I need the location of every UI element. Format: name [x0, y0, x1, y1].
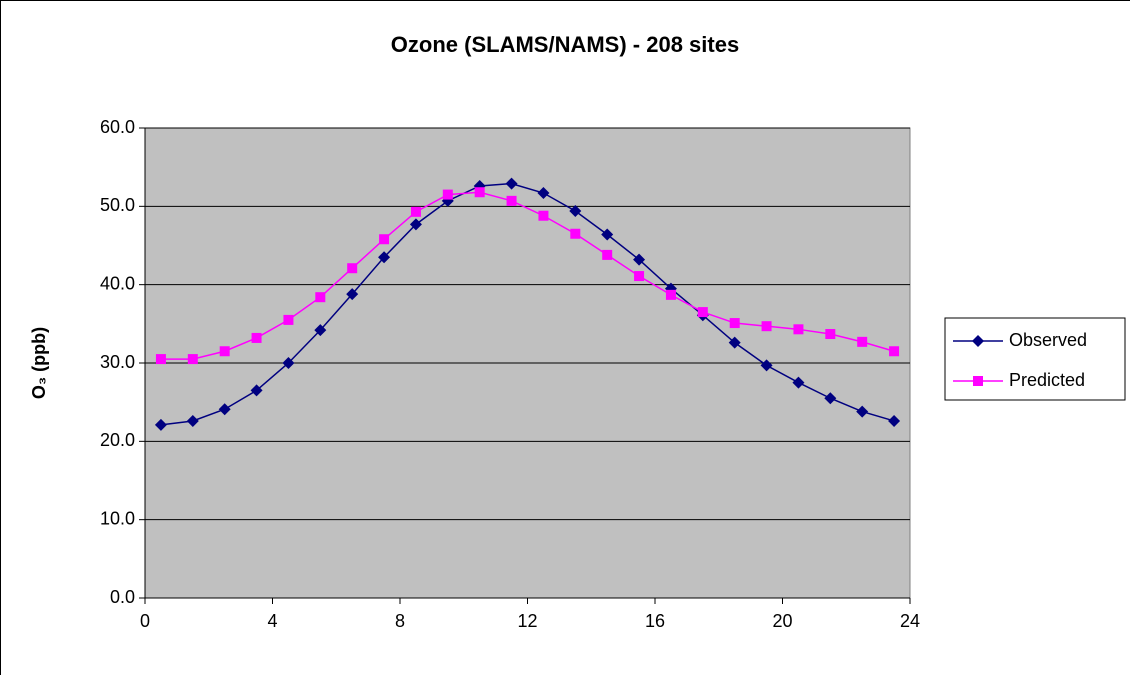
- data-point: [570, 228, 581, 239]
- data-point: [283, 314, 294, 325]
- data-point: [729, 318, 740, 329]
- x-tick-label: 24: [900, 611, 920, 631]
- data-point: [697, 307, 708, 318]
- data-point: [154, 418, 167, 431]
- data-point: [378, 251, 391, 264]
- data-point: [634, 271, 645, 282]
- data-point: [282, 357, 295, 369]
- legend-label: Observed: [1009, 330, 1087, 350]
- data-point: [506, 195, 517, 206]
- data-point: [537, 187, 550, 200]
- y-tick-label: 10.0: [100, 508, 135, 528]
- data-point: [728, 336, 741, 349]
- data-point: [251, 332, 262, 343]
- y-tick-label: 40.0: [100, 273, 135, 293]
- legend-box: [944, 317, 1126, 401]
- data-point: [633, 253, 646, 266]
- data-point: [824, 392, 837, 405]
- data-point: [569, 205, 582, 218]
- data-point: [601, 228, 614, 241]
- data-point: [219, 346, 230, 357]
- data-point: [760, 359, 773, 372]
- y-tick-label: 60.0: [100, 117, 135, 137]
- data-point: [602, 249, 613, 260]
- data-point: [410, 206, 421, 217]
- data-point: [347, 263, 358, 274]
- data-point: [761, 321, 772, 332]
- series-line: [160, 182, 895, 426]
- x-tick-label: 4: [267, 611, 277, 631]
- data-point: [793, 324, 804, 335]
- data-point: [888, 414, 901, 427]
- y-tick-label: 20.0: [100, 430, 135, 450]
- y-axis-label: O₃ (ppb): [29, 327, 49, 399]
- data-point: [856, 405, 869, 418]
- y-tick-label: 50.0: [100, 195, 135, 215]
- data-point: [155, 354, 166, 365]
- data-point: [665, 289, 676, 300]
- data-point: [218, 403, 231, 416]
- data-point: [315, 292, 326, 303]
- data-point: [314, 324, 327, 337]
- x-tick-label: 0: [140, 611, 150, 631]
- data-point: [825, 329, 836, 340]
- data-point: [379, 234, 390, 245]
- data-point: [474, 187, 485, 198]
- x-tick-label: 16: [645, 611, 665, 631]
- data-point: [187, 354, 198, 365]
- data-point: [857, 336, 868, 347]
- data-point: [792, 376, 805, 389]
- legend-marker: [973, 376, 983, 386]
- data-point: [889, 346, 900, 357]
- data-point: [409, 218, 422, 231]
- x-tick-label: 20: [772, 611, 792, 631]
- legend-label: Predicted: [1009, 370, 1085, 390]
- legend-marker: [972, 335, 984, 347]
- series-line: [160, 191, 895, 360]
- x-tick-label: 8: [395, 611, 405, 631]
- y-tick-label: 0.0: [110, 587, 135, 607]
- data-point: [538, 210, 549, 221]
- chart-title: Ozone (SLAMS/NAMS) - 208 sites: [391, 32, 739, 57]
- data-point: [505, 177, 518, 190]
- data-point: [442, 189, 453, 200]
- data-point: [250, 384, 263, 397]
- x-tick-label: 12: [517, 611, 537, 631]
- y-tick-label: 30.0: [100, 352, 135, 372]
- data-point: [346, 288, 359, 301]
- data-point: [186, 414, 199, 427]
